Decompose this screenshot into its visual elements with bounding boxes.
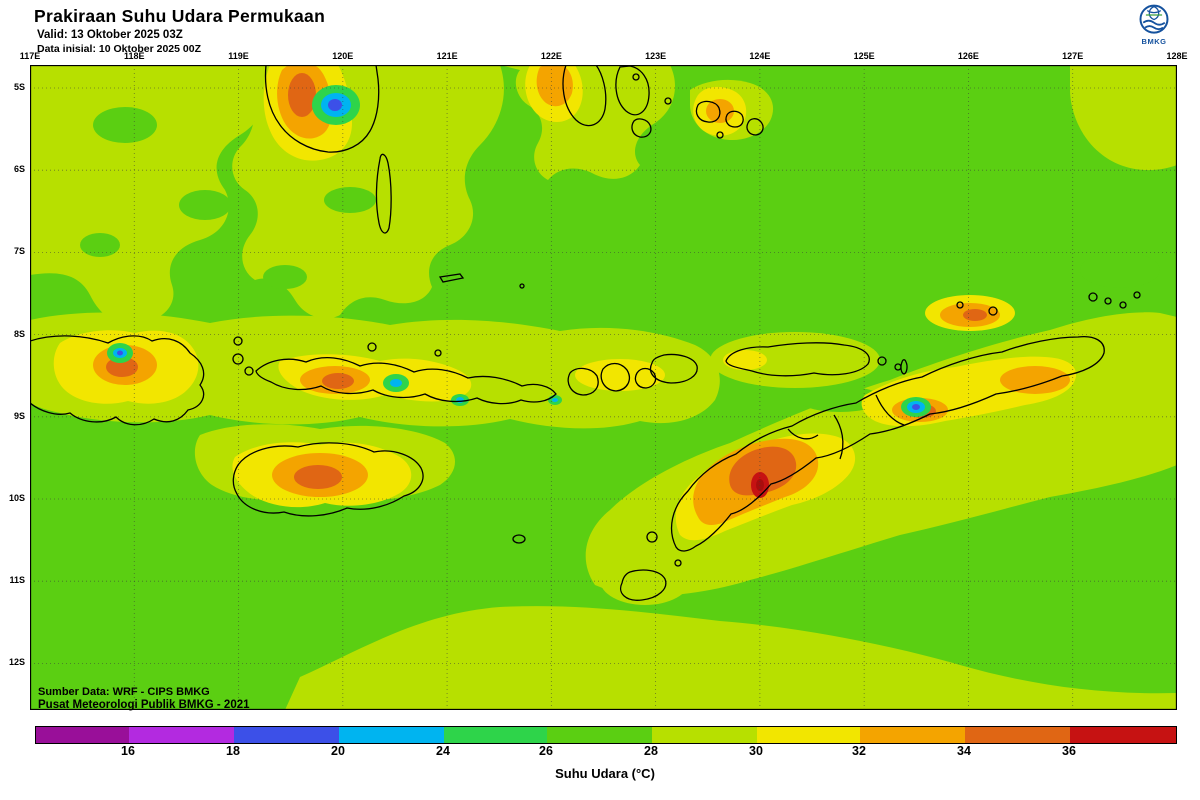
colorbar-tick-18: 18 [226, 744, 240, 758]
colorbar-segment-24-26 [444, 727, 547, 743]
coast-timor [670, 335, 1105, 552]
coast-sumba [232, 442, 424, 517]
lat-label-6S: 6S [13, 164, 25, 175]
colorbar-segment-16-18 [129, 727, 234, 743]
coast-alor [649, 353, 698, 384]
lon-label-118E: 118E [124, 51, 145, 61]
coastlines [30, 65, 1141, 601]
colorbar-tick-16: 16 [121, 744, 135, 758]
lon-label-119E: 119E [228, 51, 249, 61]
bmkg-logo: BMKG [1134, 2, 1174, 46]
colorbar-tick-26: 26 [539, 744, 553, 758]
colorbar-segment-32-34 [860, 727, 965, 743]
lon-label-125E: 125E [853, 51, 875, 61]
bmkg-logo-icon [1139, 4, 1169, 34]
coast-wetar [725, 342, 870, 377]
lon-label-120E: 120E [332, 51, 354, 61]
data-source-credit: Sumber Data: WRF - CIPS BMKG [38, 686, 210, 698]
lon-label-126E: 126E [957, 51, 979, 61]
temperature-map-svg [30, 65, 1177, 710]
page-title: Prakiraan Suhu Udara Permukaan [34, 6, 326, 26]
colorbar-tick-36: 36 [1062, 744, 1076, 758]
lat-label-8S: 8S [13, 328, 25, 339]
valid-time-label: Valid: 13 Oktober 2025 03Z [37, 29, 183, 41]
colorbar-tick-20: 20 [331, 744, 345, 758]
coast-rote [620, 569, 667, 601]
colorbar-segment-34-36 [965, 727, 1070, 743]
colorbar-segment-30-32 [757, 727, 860, 743]
lat-label-10S: 10S [8, 493, 25, 503]
temperature-colorbar [35, 726, 1177, 744]
colorbar-segment-gt36 [1070, 727, 1176, 743]
lat-label-9S: 9S [13, 410, 25, 421]
colorbar-tick-28: 28 [644, 744, 658, 758]
colorbar-tick-34: 34 [957, 744, 971, 758]
lon-label-128E: 128E [1166, 51, 1188, 61]
latitude-axis-labels: 5S 6S 7S 8S 9S 10S 11S 12S [2, 65, 28, 710]
publisher-credit: Pusat Meteorologi Publik BMKG - 2021 [38, 699, 250, 711]
colorbar-tick-labels: 16 18 20 24 26 28 30 32 34 36 [35, 744, 1175, 760]
colorbar-segment-20-24 [339, 727, 444, 743]
colorbar-segment-28-30 [652, 727, 757, 743]
map-border [30, 65, 1177, 710]
colorbar-tick-24: 24 [436, 744, 450, 758]
map-canvas [30, 65, 1177, 710]
coast-flores [255, 356, 557, 405]
lat-label-5S: 5S [13, 82, 25, 92]
longitude-axis-labels: 117E 118E 119E 120E 121E 122E 123E 124E 125E 126E… [20, 51, 1188, 63]
coast-sabu [512, 534, 526, 544]
bmkg-logo-text: BMKG [1141, 37, 1167, 46]
colorbar-title: Suhu Udara (°C) [555, 766, 655, 781]
colorbar-segment-lt16 [36, 727, 129, 743]
lon-label-127E: 127E [1062, 51, 1084, 61]
lat-label-7S: 7S [13, 246, 25, 257]
coast-south-sulawesi [264, 65, 380, 153]
colorbar-segment-18-20 [234, 727, 339, 743]
lon-label-123E: 123E [645, 51, 667, 61]
lon-label-121E: 121E [436, 51, 458, 61]
coast-selayar [375, 153, 392, 234]
colorbar-segment-26-28 [547, 727, 652, 743]
lat-label-12S: 12S [8, 657, 25, 668]
lon-label-124E: 124E [749, 51, 771, 61]
lon-label-122E: 122E [540, 51, 562, 61]
colorbar-tick-30: 30 [749, 744, 763, 758]
lon-label-117E: 117E [19, 51, 41, 61]
coast-sumbawa [30, 335, 205, 426]
init-time-label: Data inisial: 10 Oktober 2025 00Z [37, 43, 201, 55]
lat-label-11S: 11S [9, 575, 25, 586]
colorbar-tick-32: 32 [852, 744, 866, 758]
